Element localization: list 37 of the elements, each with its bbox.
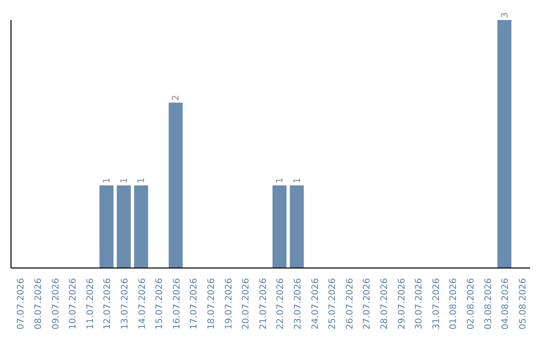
x-tick-label: 27.07.2026	[362, 278, 373, 330]
x-tick-label: 16.07.2026	[172, 278, 182, 330]
x-tick-label: 08.07.2026	[34, 278, 44, 330]
x-tick-label: 29.07.2026	[397, 278, 408, 330]
x-tick-label: 24.07.2026	[310, 278, 321, 330]
x-tick-label: 07.07.2026	[16, 278, 27, 330]
data-label: 1	[120, 178, 130, 184]
x-tick-label: 03.08.2026	[484, 278, 494, 330]
x-tick-label: 25.07.2026	[328, 278, 338, 330]
x-tick-label: 05.08.2026	[518, 278, 528, 330]
x-tick-label: 22.07.2026	[276, 278, 286, 330]
x-tick-label: 21.07.2026	[258, 278, 269, 330]
x-tick-label: 12.07.2026	[103, 278, 114, 330]
x-tick-label: 28.07.2026	[380, 278, 390, 330]
x-tick-label: 10.07.2026	[68, 278, 79, 330]
x-tick-label: 04.08.2026	[501, 278, 512, 330]
x-tick-label: 14.07.2026	[138, 278, 148, 330]
x-tick-label: 17.07.2026	[190, 278, 200, 330]
x-tick-label: 30.07.2026	[414, 278, 425, 330]
x-tick-label: 11.07.2026	[86, 278, 96, 330]
x-tick-label: 02.08.2026	[466, 278, 476, 330]
x-tick-label: 31.07.2026	[432, 278, 442, 330]
x-tick-label: 01.08.2026	[449, 278, 460, 330]
x-tick-label: 18.07.2026	[206, 278, 217, 330]
data-label: 1	[102, 178, 112, 184]
x-tick-label: 09.07.2026	[51, 278, 62, 330]
data-label: 1	[292, 178, 303, 184]
x-tick-label: 13.07.2026	[120, 278, 130, 330]
data-label: 2	[172, 94, 182, 101]
data-label: 1	[137, 178, 148, 184]
x-tick-label: 20.07.2026	[242, 278, 252, 330]
x-tick-label: 15.07.2026	[155, 278, 166, 330]
x-tick-label: 19.07.2026	[224, 278, 234, 330]
data-label: 1	[276, 178, 286, 184]
data-label: 3	[500, 12, 510, 18]
x-tick-label: 26.07.2026	[345, 278, 356, 330]
x-tick-label: 23.07.2026	[293, 278, 304, 330]
